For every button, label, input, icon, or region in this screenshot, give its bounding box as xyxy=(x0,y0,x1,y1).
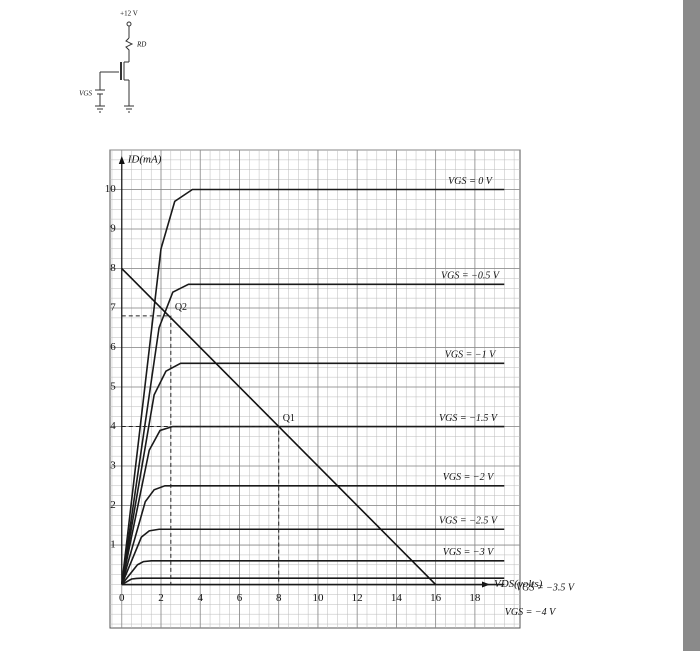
x-tick-label: 10 xyxy=(312,592,324,604)
x-axis-label: VDS(volts) xyxy=(494,578,543,590)
y-tick-label: 10 xyxy=(105,183,117,195)
curve-label: VGS = −3.5 V xyxy=(516,583,576,594)
curve xyxy=(121,528,505,585)
q-guide xyxy=(121,426,280,585)
y-tick-label: 5 xyxy=(110,381,116,393)
q-label: Q2 xyxy=(175,302,187,313)
x-tick-label: 0 xyxy=(119,592,125,604)
curve-label: VGS = −4 V xyxy=(505,607,557,618)
circuit xyxy=(95,21,134,113)
x-tick-label: 8 xyxy=(276,592,282,604)
curve-label: VGS = −0.5 V xyxy=(441,271,501,282)
y-tick-label: 9 xyxy=(110,223,116,235)
x-tick-label: 6 xyxy=(237,592,243,604)
x-tick-label: 16 xyxy=(430,592,442,604)
x-tick-label: 4 xyxy=(197,592,203,604)
scrollbar xyxy=(683,0,700,651)
y-tick-label: 8 xyxy=(110,262,116,274)
curve-label: VGS = −1.5 V xyxy=(439,413,499,424)
curve xyxy=(121,560,505,586)
y-tick-label: 7 xyxy=(110,302,116,314)
y-axis-label: ID(mA) xyxy=(127,154,162,166)
y-tick-label: 4 xyxy=(110,420,116,432)
y-tick-label: 1 xyxy=(110,539,116,551)
curve-label: VGS = −1 V xyxy=(445,350,497,361)
curve-label: VGS = 0 V xyxy=(448,176,494,187)
resistor-label: RD xyxy=(136,41,146,49)
supply-label: +12 V xyxy=(120,10,138,18)
y-tick-label: 6 xyxy=(110,341,116,353)
source-label: VGS xyxy=(79,90,92,98)
curve xyxy=(121,484,505,585)
y-axis-arrow xyxy=(118,156,125,164)
curve-label: VGS = −2 V xyxy=(443,472,495,483)
x-tick-label: 2 xyxy=(158,592,164,604)
q-label: Q1 xyxy=(283,413,295,424)
curve xyxy=(120,188,505,585)
plot-area xyxy=(109,149,521,629)
curve xyxy=(120,283,505,585)
curve xyxy=(120,362,505,585)
x-tick-label: 14 xyxy=(391,592,403,604)
x-tick-label: 18 xyxy=(469,592,481,604)
curve-label: VGS = −2.5 V xyxy=(439,516,499,527)
y-tick-label: 3 xyxy=(110,460,116,472)
curve xyxy=(120,425,505,585)
q-guide xyxy=(121,315,172,585)
curve-label: VGS = −3 V xyxy=(443,547,495,558)
curve xyxy=(121,577,505,586)
x-tick-label: 12 xyxy=(352,592,363,604)
y-tick-label: 2 xyxy=(110,499,116,511)
